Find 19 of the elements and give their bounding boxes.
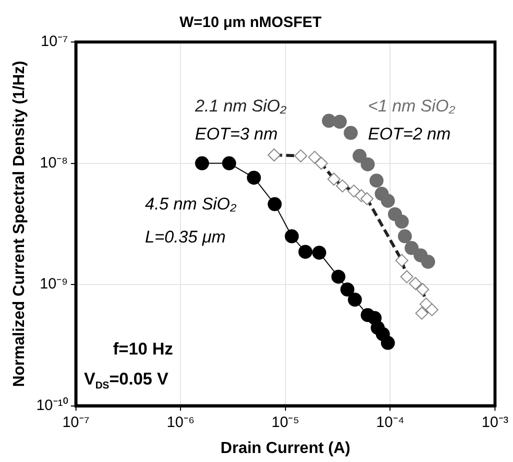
x-tick-label: 10⁻³ xyxy=(482,414,508,431)
annotation: f=10 Hz xyxy=(113,340,173,359)
y-tick-label: 10⁻¹⁰ xyxy=(36,396,68,414)
annotation: EOT=2 nm xyxy=(368,124,451,144)
chart-title: W=10 μm nMOSFET xyxy=(179,14,322,32)
annotation: EOT=3 nm xyxy=(195,124,278,144)
x-axis-title: Drain Current (A) xyxy=(220,440,350,457)
annotation: L=0.35 μm xyxy=(145,228,226,247)
y-tick-label: 10⁻⁹ xyxy=(40,276,68,293)
y-tick-label: 10⁻⁷ xyxy=(40,33,68,50)
y-tick-label: 10⁻⁸ xyxy=(40,154,68,172)
series-label: 4.5 nm SiO₂ xyxy=(145,194,238,214)
x-tick-label: 10⁻⁴ xyxy=(376,414,404,431)
x-tick-label: 10⁻⁵ xyxy=(271,414,300,431)
y-axis-title: Normalized Current Spectral Density (1/Hz) xyxy=(11,60,28,388)
series-label: <1 nm SiO₂ xyxy=(368,96,456,116)
x-tick-label: 10⁻⁷ xyxy=(62,414,90,431)
text: 2.1 nm SiO₂ xyxy=(194,96,288,116)
x-tick-label: 10⁻⁶ xyxy=(166,414,195,431)
